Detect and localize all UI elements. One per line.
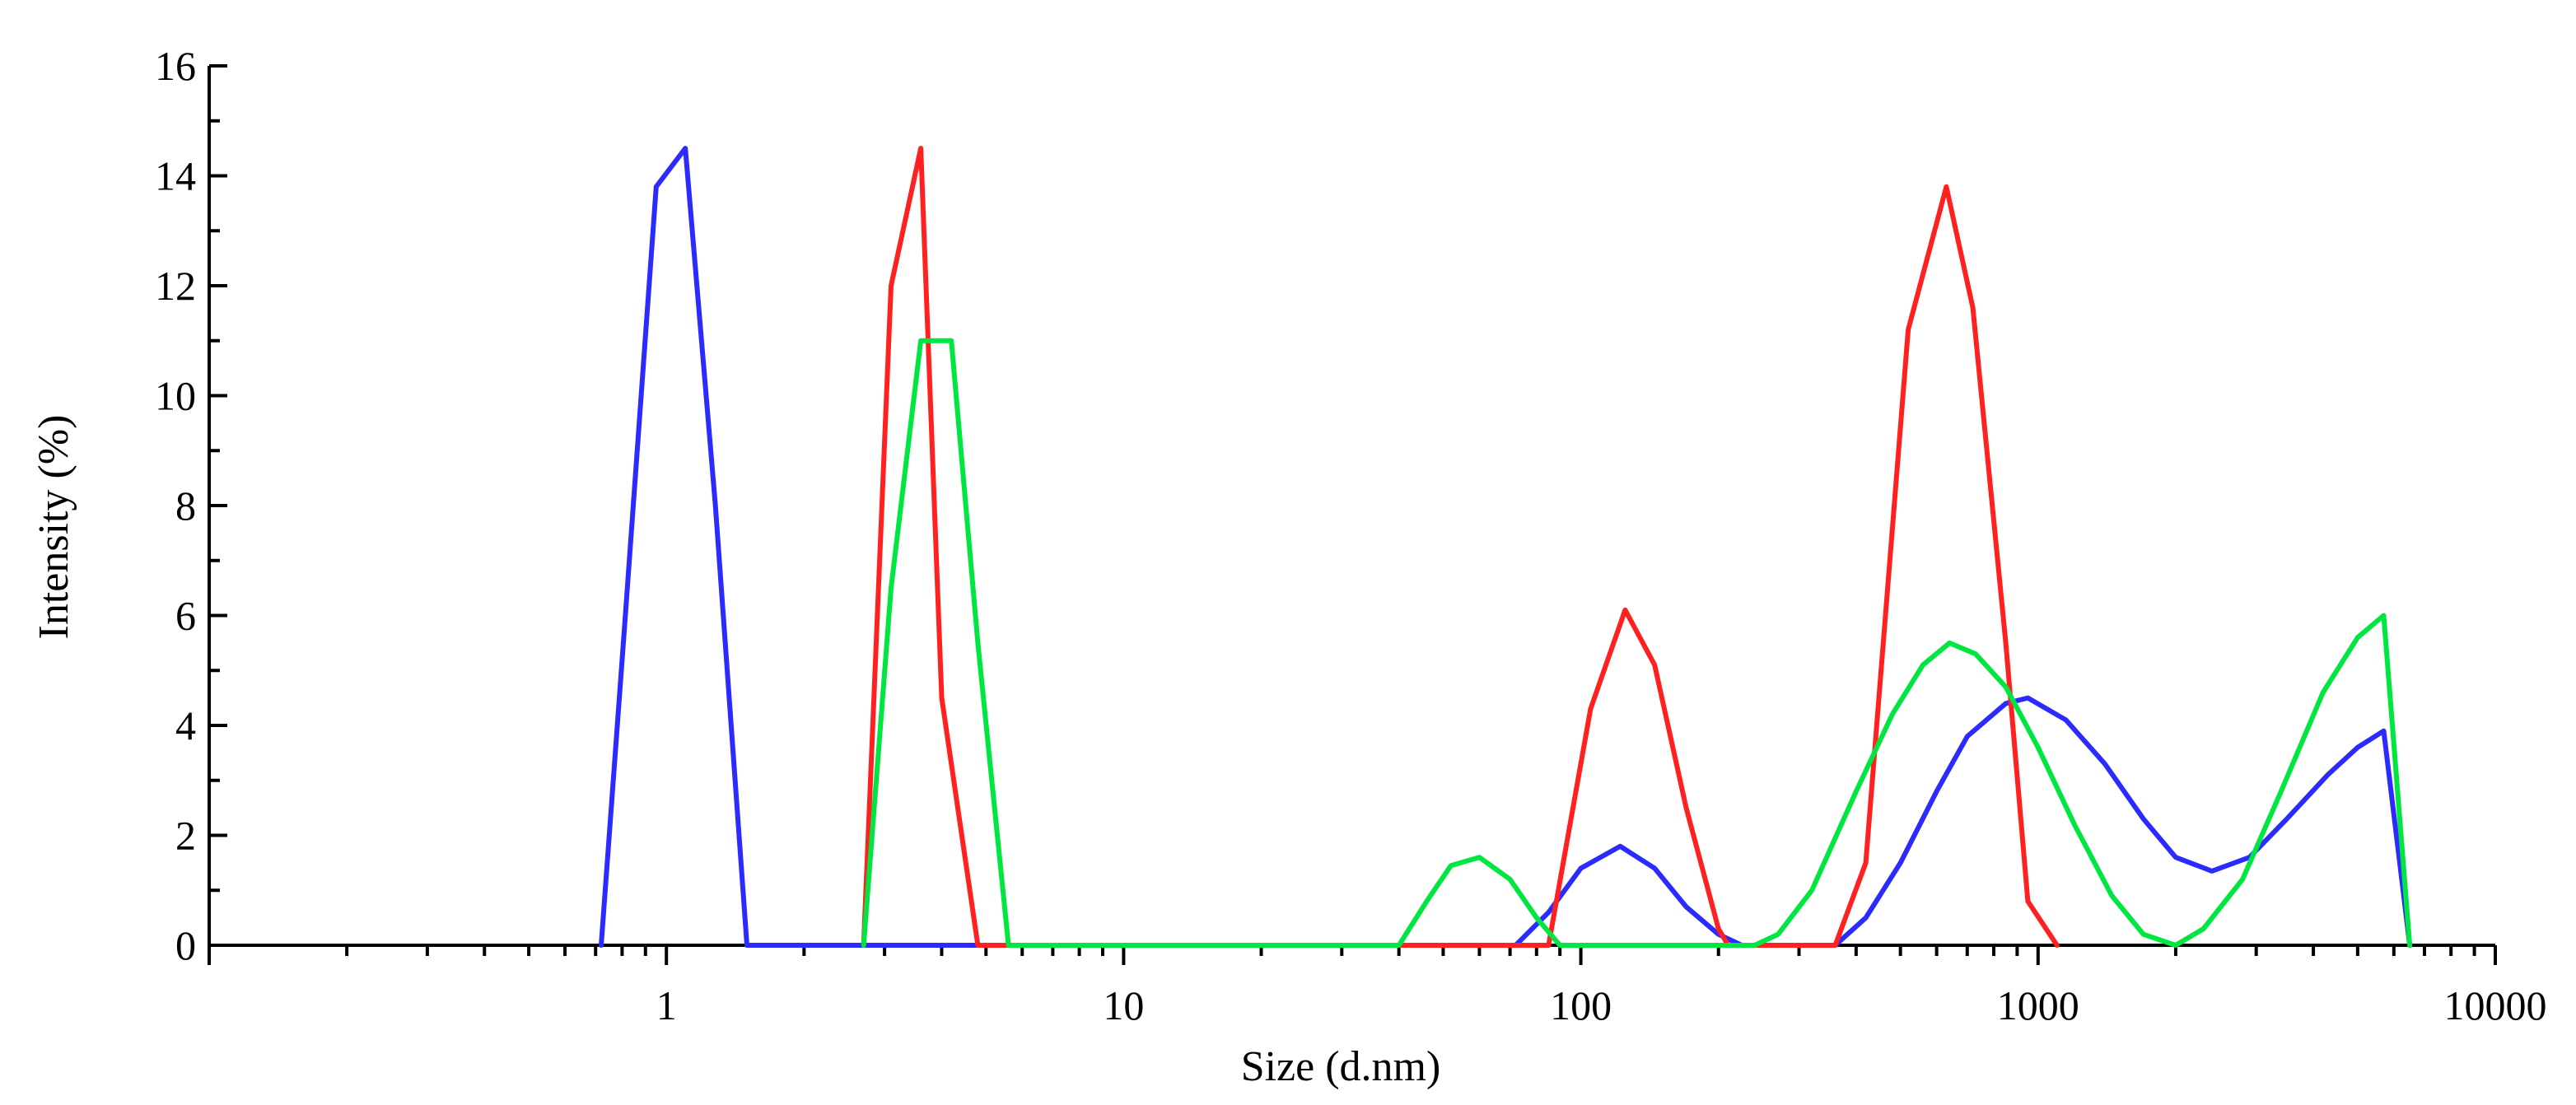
y-axis: 0 2 4 6 8 10 12 14 16 <box>155 43 227 968</box>
y-tick-label: 12 <box>155 263 196 309</box>
series-line-2 <box>861 146 2060 948</box>
x-tick-label: 10000 <box>2444 982 2547 1028</box>
y-tick-label: 2 <box>175 813 196 859</box>
x-tick-label: 10 <box>1103 982 1144 1028</box>
y-tick-label: 6 <box>175 593 196 639</box>
y-tick-label: 0 <box>175 922 196 968</box>
x-tick-label: 1 <box>656 982 677 1028</box>
x-tick-label: 1000 <box>1997 982 2079 1028</box>
series-line-3 <box>861 338 2413 948</box>
x-axis: 1 10 100 1000 10000 <box>208 944 2547 1028</box>
y-tick-label: 16 <box>155 43 196 89</box>
x-axis-title: Size (d.nm) <box>1241 1043 1441 1090</box>
y-tick-label: 4 <box>175 702 196 748</box>
x-tick-label: 100 <box>1550 982 1612 1028</box>
y-tick-label: 10 <box>155 373 196 419</box>
y-axis-title: Intensity (%) <box>30 415 77 640</box>
series-group <box>599 146 2413 948</box>
y-tick-label: 8 <box>175 483 196 529</box>
series-line-1 <box>599 146 2413 948</box>
y-tick-label: 14 <box>155 153 196 199</box>
